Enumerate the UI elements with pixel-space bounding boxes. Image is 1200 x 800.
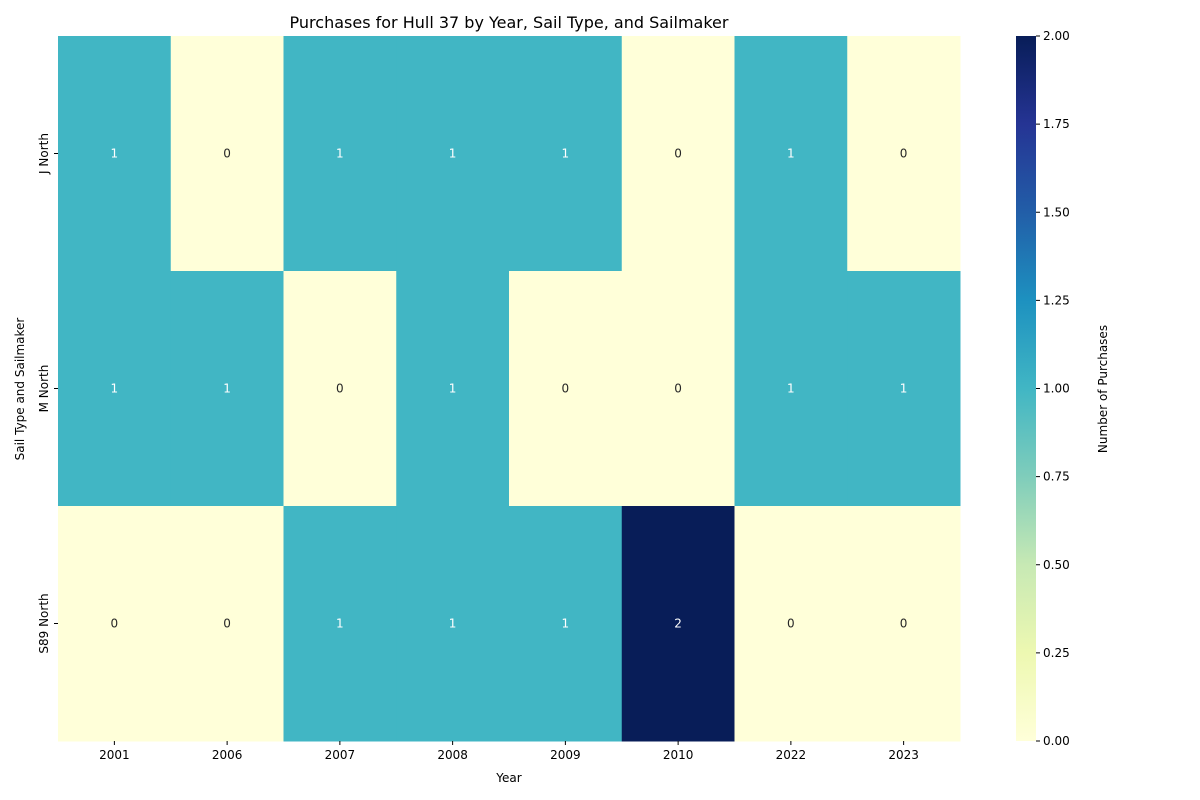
- chart-title: Purchases for Hull 37 by Year, Sail Type…: [290, 13, 729, 32]
- cell-value-label: 1: [562, 147, 570, 161]
- cell-value-label: 0: [674, 147, 682, 161]
- x-axis-label: Year: [495, 771, 521, 785]
- heatmap-cell: [621, 506, 735, 742]
- colorbar: 0.00 0.25 0.50 0.75 1.00 1.25 1.50 1.75 2.00 Num…: [1016, 29, 1110, 748]
- x-tick-label: 2023: [888, 748, 919, 762]
- colorbar-tick-label: 0.00: [1043, 734, 1070, 748]
- cell-value-label: 2: [674, 617, 682, 631]
- heatmap-cell: [509, 506, 623, 742]
- heatmap-cell: [734, 506, 848, 742]
- colorbar-tick-label: 0.75: [1043, 470, 1070, 484]
- x-tick-label: 2010: [663, 748, 694, 762]
- heatmap-cell: [170, 506, 284, 742]
- cell-value-label: 0: [223, 147, 231, 161]
- cell-value-label: 0: [787, 617, 795, 631]
- x-tick-label: 2001: [99, 748, 130, 762]
- heatmap-cell: [621, 271, 735, 507]
- x-tick-label: 2009: [550, 748, 581, 762]
- heatmap-cell: [396, 506, 510, 742]
- heatmap-cell: [58, 506, 172, 742]
- colorbar-tick-label: 2.00: [1043, 29, 1070, 43]
- x-axis-ticks: 2001 2006 2007 2008 2009 2010 2022 2023: [99, 741, 919, 762]
- heatmap-cell: [170, 36, 284, 272]
- heatmap-cell: [621, 36, 735, 272]
- colorbar-tick-label: 0.50: [1043, 558, 1070, 572]
- cell-value-label: 1: [449, 147, 457, 161]
- heatmap-cell: [734, 36, 848, 272]
- y-tick-label: J North: [37, 133, 51, 175]
- x-tick-label: 2008: [437, 748, 468, 762]
- colorbar-tick-label: 1.50: [1043, 205, 1070, 219]
- cell-value-label: 1: [223, 382, 231, 396]
- cell-value-label: 1: [787, 147, 795, 161]
- heatmap-cell: [58, 271, 172, 507]
- y-axis-label: Sail Type and Sailmaker: [13, 318, 27, 461]
- cell-value-label: 1: [336, 147, 344, 161]
- cell-value-label: 1: [449, 617, 457, 631]
- heatmap-cells: [58, 36, 961, 742]
- heatmap-cell: [283, 506, 397, 742]
- colorbar-ticks: 0.00 0.25 0.50 0.75 1.00 1.25 1.50 1.75 2.00: [1036, 29, 1070, 748]
- heatmap-cell: [847, 36, 961, 272]
- cell-value-label: 0: [562, 382, 570, 396]
- heatmap-cell: [847, 271, 961, 507]
- x-tick-label: 2022: [776, 748, 807, 762]
- cell-value-label: 1: [787, 382, 795, 396]
- cell-value-label: 0: [674, 382, 682, 396]
- cell-annotations: 1 0 1 1 1 0 1 0 1 1 0 1 0 0 1 1 0 0 1 1 1 2 0 0: [111, 147, 908, 631]
- heatmap-cell: [170, 271, 284, 507]
- heatmap-cell: [58, 36, 172, 272]
- cell-value-label: 0: [900, 147, 908, 161]
- heatmap-cell: [734, 271, 848, 507]
- heatmap-cell: [847, 506, 961, 742]
- cell-value-label: 0: [223, 617, 231, 631]
- cell-value-label: 1: [336, 617, 344, 631]
- x-tick-label: 2007: [325, 748, 356, 762]
- y-tick-label: S89 North: [37, 593, 51, 653]
- x-tick-label: 2006: [212, 748, 243, 762]
- colorbar-gradient: [1016, 36, 1036, 741]
- cell-value-label: 1: [562, 617, 570, 631]
- heatmap-cell: [396, 271, 510, 507]
- heatmap-cell: [396, 36, 510, 272]
- colorbar-tick-label: 1.25: [1043, 293, 1070, 307]
- cell-value-label: 0: [111, 617, 119, 631]
- heatmap-cell: [283, 36, 397, 272]
- heatmap-cell: [509, 271, 623, 507]
- colorbar-tick-label: 0.25: [1043, 646, 1070, 660]
- y-tick-label: M North: [37, 365, 51, 413]
- cell-value-label: 1: [449, 382, 457, 396]
- cell-value-label: 1: [111, 382, 119, 396]
- cell-value-label: 1: [900, 382, 908, 396]
- colorbar-label: Number of Purchases: [1096, 325, 1110, 453]
- heatmap-cell: [509, 36, 623, 272]
- heatmap-cell: [283, 271, 397, 507]
- cell-value-label: 0: [900, 617, 908, 631]
- cell-value-label: 0: [336, 382, 344, 396]
- cell-value-label: 1: [111, 147, 119, 161]
- colorbar-tick-label: 1.00: [1043, 382, 1070, 396]
- colorbar-tick-label: 1.75: [1043, 117, 1070, 131]
- y-axis-ticks: J North M North S89 North: [37, 133, 58, 654]
